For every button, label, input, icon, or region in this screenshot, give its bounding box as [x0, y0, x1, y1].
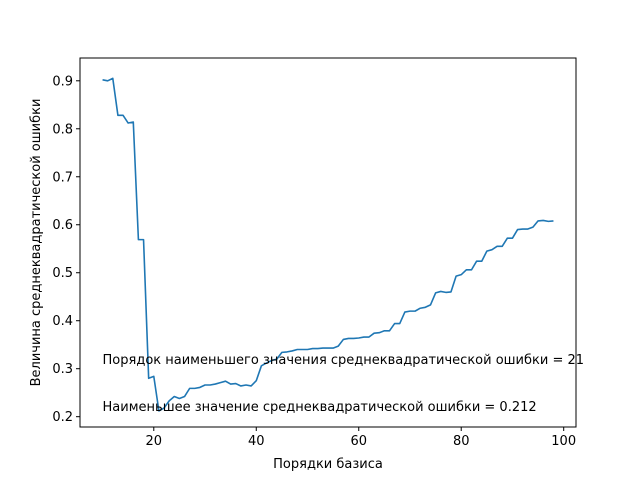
- y-tick-label: 0.2: [52, 410, 73, 425]
- x-tick-label: 80: [453, 434, 470, 449]
- annotation-min-value: Наименьшее значение среднеквадратической…: [103, 400, 537, 415]
- y-axis-label: Величина среднеквадратической ошибки: [29, 99, 44, 387]
- axis-ticks: 20 40 60 80 100 0.2 0.3 0.4 0.5 0.6 0.7 0.8 0.9: [52, 74, 576, 449]
- y-tick-label: 0.4: [52, 314, 73, 329]
- y-tick-label: 0.7: [52, 170, 73, 185]
- y-tick-label: 0.8: [52, 122, 73, 137]
- annotation-min-order: Порядок наименьшего значения среднеквадр…: [103, 353, 585, 368]
- series-line: [102, 77, 554, 412]
- x-tick-label: 20: [146, 434, 163, 449]
- y-tick-label: 0.3: [52, 362, 73, 377]
- x-tick-label: 60: [350, 434, 367, 449]
- y-tick-label: 0.9: [52, 74, 73, 89]
- x-tick-label: 100: [551, 434, 576, 449]
- x-tick-label: 40: [248, 434, 265, 449]
- plot-area: [79, 57, 577, 428]
- y-tick-label: 0.5: [52, 266, 73, 281]
- x-axis-label: Порядки базиса: [273, 457, 383, 472]
- y-tick-label: 0.6: [52, 218, 73, 233]
